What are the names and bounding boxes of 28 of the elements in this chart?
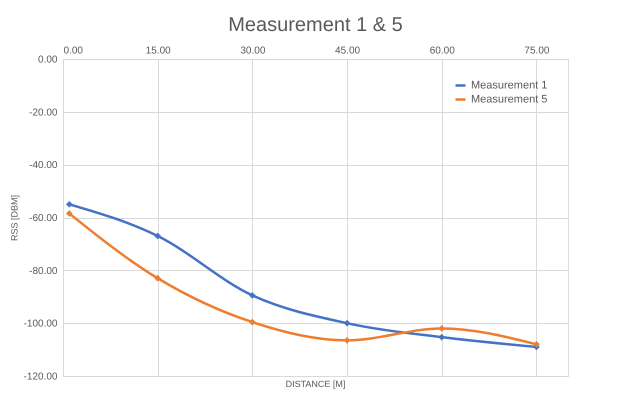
- point: [154, 232, 162, 240]
- x-tick-label: 45.00: [335, 46, 361, 56]
- y-tick-label: -60.00: [29, 213, 58, 224]
- y-tick-label: -40.00: [29, 160, 58, 172]
- y-tick-label: -120.00: [24, 372, 58, 382]
- point: [344, 336, 350, 344]
- legend-label: Measurement 1: [471, 80, 548, 92]
- y-tick-label: -100.00: [24, 318, 58, 330]
- point: [533, 340, 540, 348]
- point: [249, 292, 256, 299]
- y-tick-label: 0.00: [38, 54, 58, 66]
- point: [66, 210, 73, 217]
- point: [249, 318, 256, 326]
- x-tick-label: 60.00: [430, 46, 456, 56]
- x-tick-label: 15.00: [146, 46, 172, 56]
- x-axis-title: DISTANCE [M]: [286, 379, 346, 389]
- y-tick-label: -20.00: [29, 107, 58, 118]
- x-tick-label: 0.00: [64, 46, 84, 56]
- y-axis-title: RSS [DBM]: [10, 194, 20, 242]
- x-tick-label: 30.00: [240, 46, 266, 56]
- x-tick-label: 75.00: [524, 46, 550, 56]
- point: [66, 200, 73, 208]
- point: [154, 274, 162, 282]
- point: [344, 320, 350, 327]
- y-tick-label: -80.00: [29, 266, 58, 277]
- chart-title: Measurement 1 & 5: [228, 14, 403, 36]
- legend-label: Measurement 5: [471, 94, 548, 106]
- point: [438, 334, 446, 341]
